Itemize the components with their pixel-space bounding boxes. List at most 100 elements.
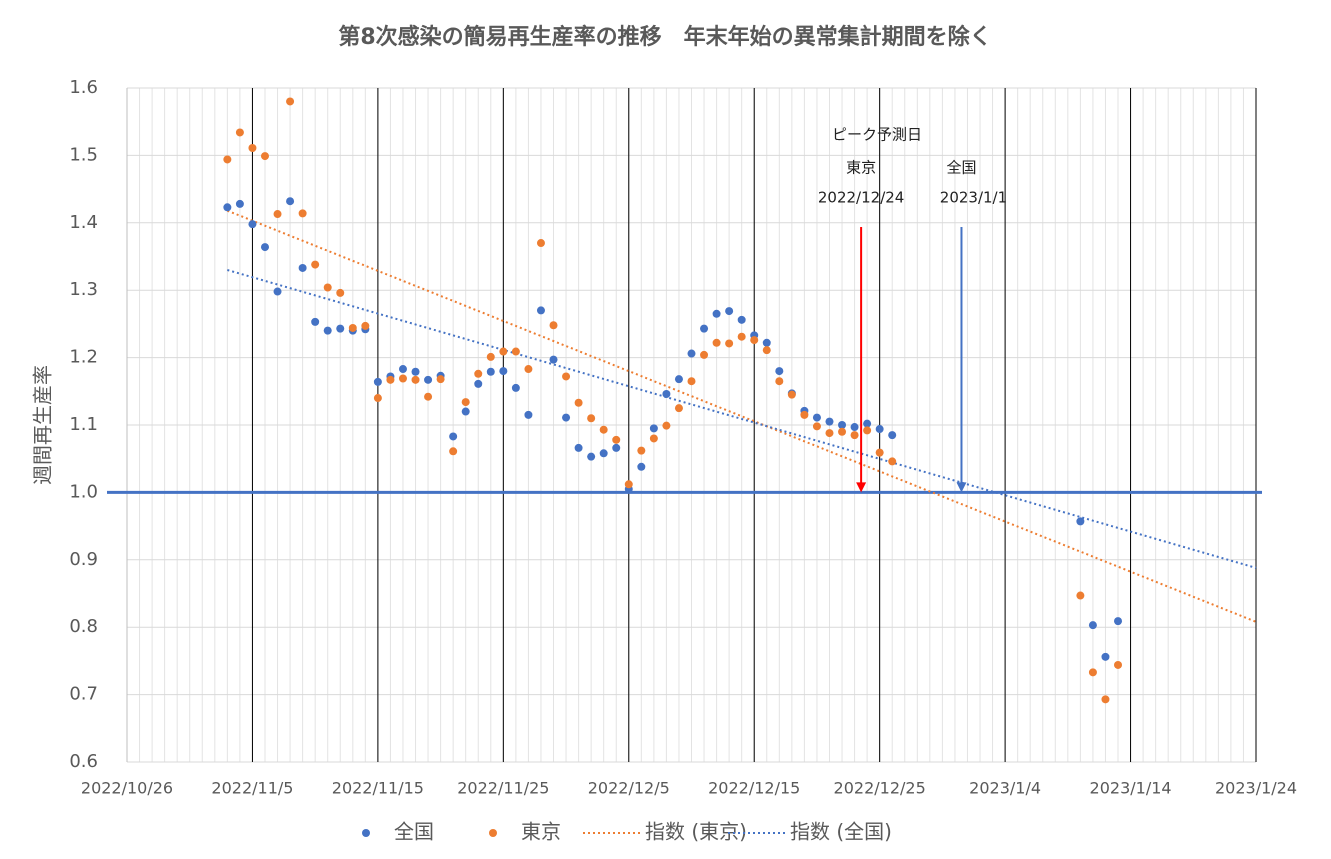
data-point <box>386 375 395 384</box>
data-point <box>398 365 407 374</box>
data-point <box>235 128 244 137</box>
data-point <box>649 434 658 443</box>
annotation: ピーク予測日 <box>832 126 922 144</box>
data-point <box>850 423 859 432</box>
y-axis-label: 週間再生産率 <box>31 365 55 485</box>
data-point <box>587 452 596 461</box>
legend-marker <box>489 829 497 837</box>
data-point <box>549 355 558 364</box>
trendline <box>227 269 1257 569</box>
x-tick-label: 2022/11/15 <box>332 779 424 798</box>
data-point <box>248 143 257 152</box>
data-point <box>750 336 759 345</box>
data-point <box>838 421 847 429</box>
x-tick-label: 2023/1/14 <box>1090 779 1172 798</box>
data-point <box>712 309 721 318</box>
data-point <box>624 480 633 489</box>
data-point <box>599 425 608 434</box>
data-point <box>486 352 495 361</box>
data-point <box>825 429 834 438</box>
y-tick-label: 0.8 <box>69 616 98 637</box>
data-point <box>612 443 621 452</box>
data-point <box>1114 617 1123 626</box>
data-point <box>725 339 734 348</box>
data-point <box>260 152 269 161</box>
y-tick-label: 1.4 <box>69 212 98 233</box>
data-point <box>1101 695 1110 704</box>
data-point <box>737 332 746 341</box>
x-tick-label: 2022/10/26 <box>81 779 173 798</box>
data-point <box>499 367 508 376</box>
data-point <box>361 321 370 330</box>
data-point <box>248 220 257 229</box>
legend-label: 東京 <box>521 820 561 844</box>
data-point <box>373 394 382 403</box>
data-point <box>474 379 483 388</box>
data-point <box>311 260 320 269</box>
chart-title: 第8次感染の簡易再生産率の推移 年末年始の異常集計期間を除く <box>338 24 991 50</box>
data-point <box>637 462 646 471</box>
data-point <box>687 377 696 386</box>
y-tick-label: 0.9 <box>69 549 98 570</box>
y-tick-label: 1.2 <box>69 347 98 368</box>
data-point <box>536 306 545 315</box>
data-point <box>323 326 332 335</box>
legend-label: 全国 <box>394 820 434 844</box>
data-point <box>599 449 608 458</box>
data-point <box>863 419 872 428</box>
data-point <box>511 383 520 392</box>
data-point <box>336 324 345 333</box>
y-tick-label: 0.7 <box>69 684 98 705</box>
data-point <box>323 283 332 292</box>
data-point <box>800 410 809 419</box>
y-tick-label: 1.6 <box>69 77 98 98</box>
data-point <box>511 347 520 356</box>
data-point <box>461 407 470 416</box>
data-point <box>373 377 382 386</box>
data-point <box>787 390 796 399</box>
x-tick-label: 2022/12/15 <box>708 779 800 798</box>
data-point <box>825 417 834 426</box>
legend-label: 指数 (東京) <box>645 820 747 844</box>
data-point <box>1088 621 1097 630</box>
data-point <box>725 307 734 316</box>
data-point <box>1114 660 1123 669</box>
y-tick-label: 1.0 <box>69 481 98 502</box>
annotation: 2022/12/24 <box>818 189 904 207</box>
data-point <box>812 413 821 422</box>
x-tick-label: 2022/11/25 <box>457 779 549 798</box>
data-point <box>499 347 508 356</box>
data-point <box>311 317 320 326</box>
y-tick-label: 1.1 <box>69 414 98 435</box>
data-point <box>649 424 658 433</box>
data-point <box>674 404 683 413</box>
data-point <box>398 374 407 383</box>
data-point <box>574 398 583 407</box>
data-point <box>662 389 671 398</box>
data-point <box>812 422 821 431</box>
y-tick-label: 1.5 <box>69 144 98 165</box>
data-point <box>1101 652 1110 661</box>
arrow-head <box>856 482 867 493</box>
data-point <box>637 446 646 455</box>
data-point <box>662 421 671 430</box>
data-point <box>562 372 571 381</box>
data-point <box>687 349 696 358</box>
x-tick-label: 2022/12/5 <box>588 779 670 798</box>
data-point <box>411 375 420 384</box>
data-point <box>449 432 458 441</box>
arrow-head <box>956 482 967 493</box>
data-point <box>674 375 683 384</box>
data-point <box>524 410 533 419</box>
annotation: 2023/1/1 <box>940 189 1007 207</box>
data-point <box>486 367 495 376</box>
data-point <box>875 425 884 434</box>
y-tick-label: 0.6 <box>69 751 98 772</box>
data-point <box>286 197 295 206</box>
data-point <box>223 155 232 164</box>
data-point <box>474 369 483 378</box>
data-point <box>336 288 345 297</box>
data-point <box>235 199 244 208</box>
data-point <box>223 203 232 212</box>
